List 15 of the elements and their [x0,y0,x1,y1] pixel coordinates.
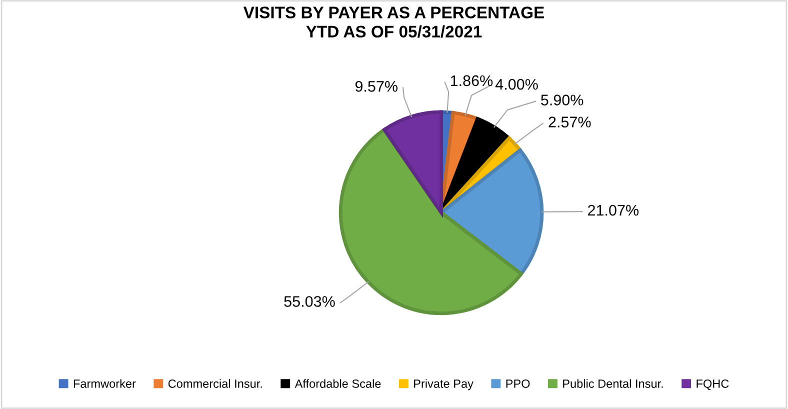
data-label: 2.57% [548,116,591,128]
legend-label: Public Dental Insur. [563,379,663,388]
legend-label: Affordable Scale [294,379,381,388]
data-label: 55.03% [284,296,335,307]
data-label: 5.90% [541,94,584,106]
legend-label: Farmworker [74,379,136,388]
data-label: 4.00% [495,78,538,90]
legend-label: Commercial Insur. [168,379,262,388]
legend-label: FQHC [696,380,729,390]
legend-label: Private Pay [414,379,474,390]
chart-title: VISITS BY PAYER AS A PERCENTAGE YTD AS OF 05/31/2021 [243,6,544,38]
data-label: 21.07% [588,204,639,216]
data-label: 9.57% [355,80,398,92]
data-label: 1.86% [450,75,493,86]
legend-label: PPO [506,380,530,388]
